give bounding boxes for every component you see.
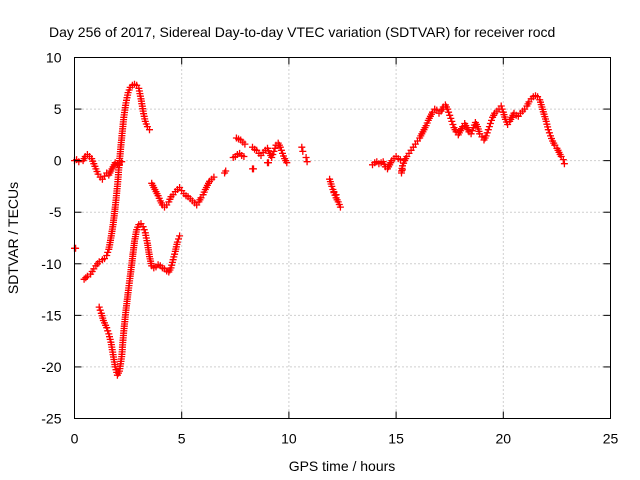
data-point — [265, 159, 272, 167]
y-tick-label: -15 — [41, 307, 61, 323]
data-point — [336, 203, 344, 211]
data-point — [276, 143, 284, 151]
data-point — [498, 105, 506, 113]
data-point — [72, 244, 80, 252]
data-point — [302, 154, 310, 161]
data-point — [544, 126, 552, 134]
data-point — [268, 154, 276, 161]
y-tick-label: 5 — [54, 101, 62, 117]
x-tick-label: 20 — [496, 431, 512, 447]
data-point — [270, 147, 278, 155]
data-point — [559, 156, 567, 164]
plot-frame — [74, 57, 611, 419]
data-point — [104, 248, 112, 256]
data-point — [140, 226, 148, 234]
data-point — [210, 173, 218, 181]
data-point — [484, 126, 492, 134]
y-tick-label: 0 — [54, 153, 62, 169]
data-point — [488, 116, 495, 124]
x-axis-label: GPS time / hours — [289, 458, 396, 474]
data-point — [482, 132, 490, 140]
data-point — [82, 274, 90, 282]
data-point — [444, 105, 452, 113]
data-point — [485, 123, 493, 131]
data-point — [396, 156, 404, 164]
data-point — [467, 130, 475, 138]
y-tick-label: -5 — [49, 204, 62, 220]
data-point — [298, 143, 306, 151]
y-tick-label: -20 — [41, 359, 61, 375]
data-point — [176, 232, 184, 240]
data-point — [398, 169, 405, 177]
data-point — [175, 235, 182, 243]
data-point — [445, 108, 453, 116]
data-point — [240, 153, 248, 160]
data-point — [446, 111, 454, 119]
data-point — [560, 160, 568, 168]
data-point — [447, 114, 455, 122]
y-tick-label: -10 — [41, 256, 61, 272]
data-point — [139, 223, 147, 231]
grid — [74, 57, 611, 419]
data-point — [545, 129, 553, 137]
data-point — [250, 165, 257, 173]
data-point — [104, 327, 112, 335]
data-point — [271, 144, 279, 152]
data-point — [146, 126, 153, 134]
data-marks — [71, 80, 568, 379]
axis-ticks: 0 5 10 15 20 25 -25 -20 -15 -10 -5 0 5 10 — [41, 50, 618, 447]
data-point — [449, 121, 457, 128]
data-point — [103, 324, 111, 332]
data-point — [103, 252, 111, 259]
x-tick-label: 5 — [178, 431, 186, 447]
data-point — [448, 117, 456, 125]
data-point — [328, 182, 336, 190]
data-point — [222, 167, 230, 175]
data-point — [283, 159, 291, 167]
data-point — [173, 238, 181, 246]
x-tick-label: 25 — [603, 431, 619, 447]
chart-title: Day 256 of 2017, Sidereal Day-to-day VTE… — [49, 24, 555, 40]
data-point — [303, 158, 311, 166]
data-point — [75, 158, 83, 166]
x-tick-label: 15 — [388, 431, 404, 447]
data-point — [96, 306, 104, 314]
data-point — [483, 129, 491, 137]
data-point — [95, 303, 103, 311]
y-tick-label: -25 — [41, 411, 61, 427]
data-point — [332, 191, 340, 199]
y-tick-label: 10 — [46, 50, 62, 66]
data-point — [277, 146, 285, 154]
x-tick-label: 0 — [71, 431, 79, 447]
data-point — [241, 140, 249, 148]
y-axis-label: SDTVAR / TECUs — [5, 182, 21, 294]
data-point — [299, 147, 307, 155]
data-point — [468, 127, 476, 135]
data-point — [269, 151, 277, 158]
x-tick-label: 10 — [281, 431, 297, 447]
data-point — [497, 102, 505, 110]
data-point — [486, 120, 494, 127]
data-point — [399, 166, 406, 174]
